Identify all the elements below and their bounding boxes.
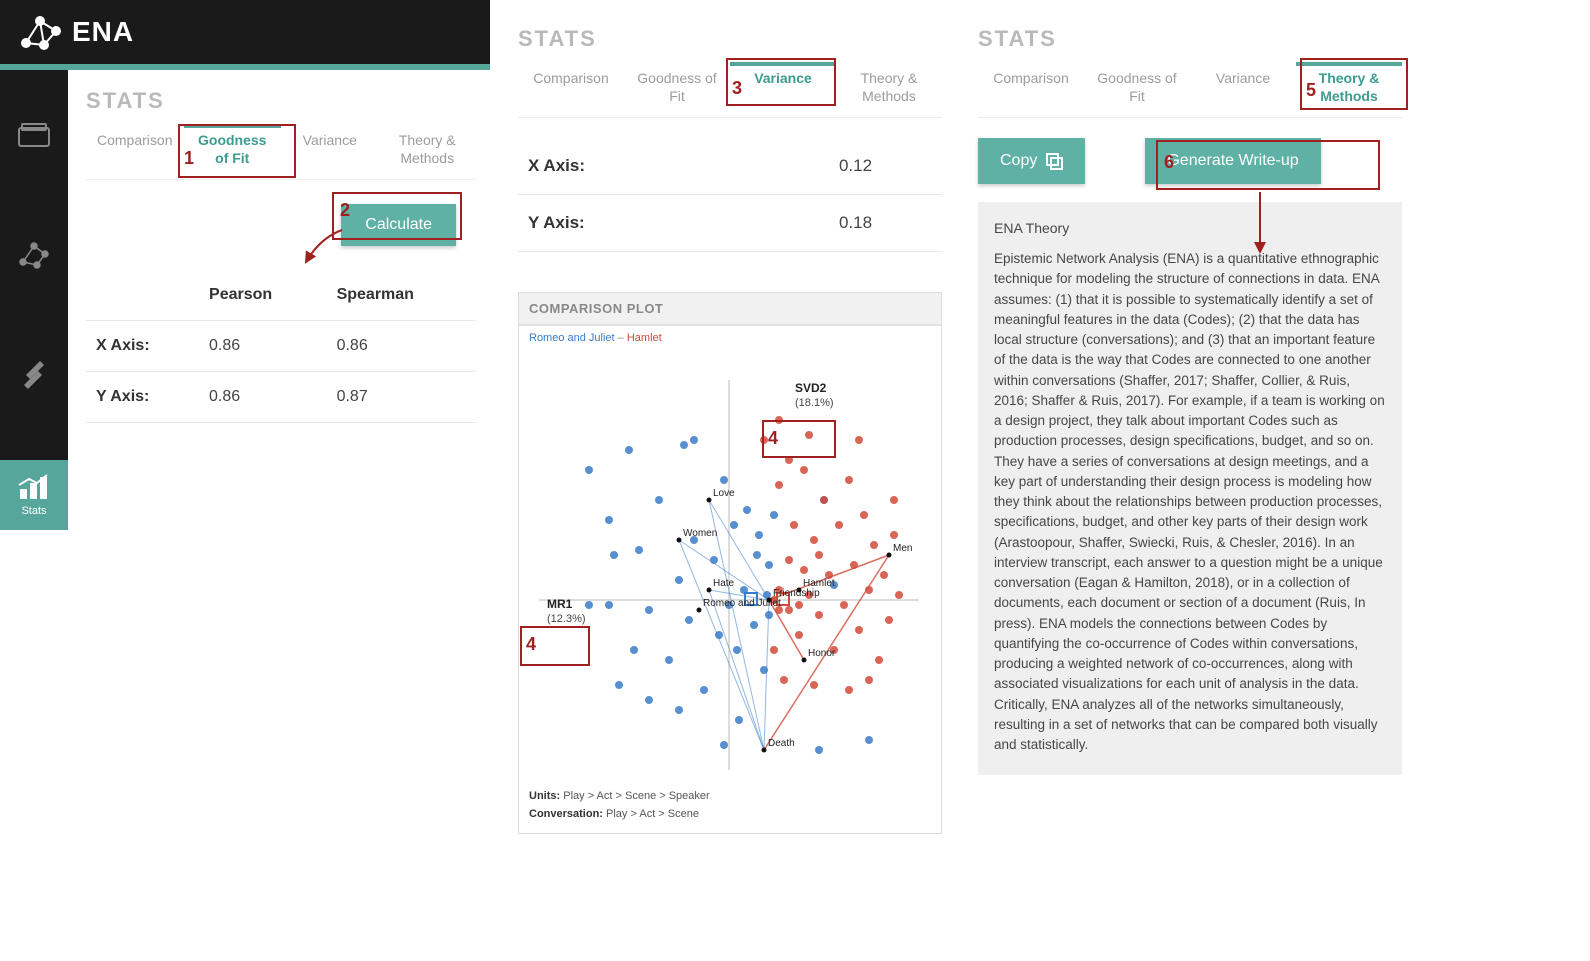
plot-footer: Units: Play > Act > Scene > Speaker Conv… (519, 780, 941, 833)
svg-text:Hate: Hate (713, 578, 735, 589)
tab-goodness-of-fit[interactable]: Goodness of Fit (184, 124, 282, 179)
comparison-plot-card: COMPARISON PLOT Romeo and Juliet – Hamle… (518, 292, 942, 834)
tab-goodness-of-fit[interactable]: Goodness of Fit (1084, 62, 1190, 117)
tab-comparison[interactable]: Comparison (978, 62, 1084, 117)
generate-writeup-button[interactable]: Generate Write-up (1145, 138, 1320, 184)
stats-tabs: Comparison Goodness of Fit Variance Theo… (86, 124, 476, 180)
tab-variance[interactable]: Variance (730, 62, 836, 117)
page-title: STATS (518, 26, 942, 52)
folder-icon (17, 122, 51, 148)
page-title: STATS (978, 26, 1402, 52)
sidebar-item-label: Stats (21, 505, 46, 517)
tab-variance[interactable]: Variance (281, 124, 379, 179)
wrench-icon (18, 359, 50, 391)
plot-title: COMPARISON PLOT (519, 293, 941, 326)
tab-goodness-of-fit[interactable]: Goodness of Fit (624, 62, 730, 117)
app-header: ENA (0, 0, 490, 64)
variance-table: X Axis: 0.12 Y Axis: 0.18 (518, 138, 942, 252)
tab-theory-methods[interactable]: Theory & Methods (379, 124, 477, 179)
theory-text: ENA Theory Epistemic Network Analysis (E… (978, 202, 1402, 775)
chart-icon (17, 473, 51, 501)
tab-variance[interactable]: Variance (1190, 62, 1296, 117)
plot-legend: Romeo and Juliet – Hamlet (519, 326, 941, 350)
sidebar-item-stats[interactable]: Stats (0, 460, 68, 530)
svg-text:MR1: MR1 (547, 597, 573, 611)
calculate-button[interactable]: Calculate (341, 204, 456, 246)
svg-text:(12.3%): (12.3%) (547, 613, 586, 625)
logo-text: ENA (72, 16, 134, 48)
goodness-of-fit-table: Pearson Spearman X Axis: 0.86 0.86 Y Axi… (86, 270, 476, 423)
svg-text:Death: Death (768, 738, 795, 749)
svg-text:Men: Men (893, 543, 912, 554)
gof-col-pearson: Pearson (199, 270, 327, 321)
panel-theory-methods: STATS Comparison Goodness of Fit Varianc… (970, 0, 1410, 834)
stats-tabs: Comparison Goodness of Fit Variance Theo… (518, 62, 942, 118)
svg-text:Hamlet: Hamlet (803, 578, 835, 589)
comparison-plot[interactable]: LoveWomenHateRomeo and JulietFriendshipH… (519, 350, 939, 780)
panel-variance: STATS Comparison Goodness of Fit Varianc… (510, 0, 950, 834)
table-row: X Axis: 0.12 (518, 138, 942, 195)
tab-theory-methods[interactable]: Theory & Methods (1296, 62, 1402, 117)
sidebar-item-projects[interactable] (0, 100, 68, 170)
panel-goodness-of-fit: ENA Stats STATS (0, 0, 490, 834)
sidebar: Stats (0, 70, 68, 530)
gof-col-blank (86, 270, 199, 321)
gof-col-spearman: Spearman (327, 270, 476, 321)
tab-theory-methods[interactable]: Theory & Methods (836, 62, 942, 117)
sidebar-item-tools[interactable] (0, 340, 68, 410)
svg-text:Women: Women (683, 528, 717, 539)
table-row: Y Axis: 0.86 0.87 (86, 372, 476, 423)
logo-icon (18, 13, 62, 51)
page-title: STATS (86, 88, 476, 114)
network-icon (17, 240, 51, 270)
svg-text:Love: Love (713, 488, 735, 499)
tab-comparison[interactable]: Comparison (518, 62, 624, 117)
svg-text:(18.1%): (18.1%) (795, 397, 834, 409)
copy-icon (1045, 152, 1063, 170)
sidebar-item-model[interactable] (0, 220, 68, 290)
theory-body: Epistemic Network Analysis (ENA) is a qu… (994, 249, 1386, 755)
copy-button[interactable]: Copy (978, 138, 1085, 184)
theory-heading: ENA Theory (994, 218, 1386, 239)
table-row: Y Axis: 0.18 (518, 195, 942, 252)
tab-comparison[interactable]: Comparison (86, 124, 184, 179)
svg-text:Honor: Honor (808, 648, 836, 659)
stats-tabs: Comparison Goodness of Fit Variance Theo… (978, 62, 1402, 118)
table-row: X Axis: 0.86 0.86 (86, 321, 476, 372)
svg-text:SVD2: SVD2 (795, 381, 827, 395)
